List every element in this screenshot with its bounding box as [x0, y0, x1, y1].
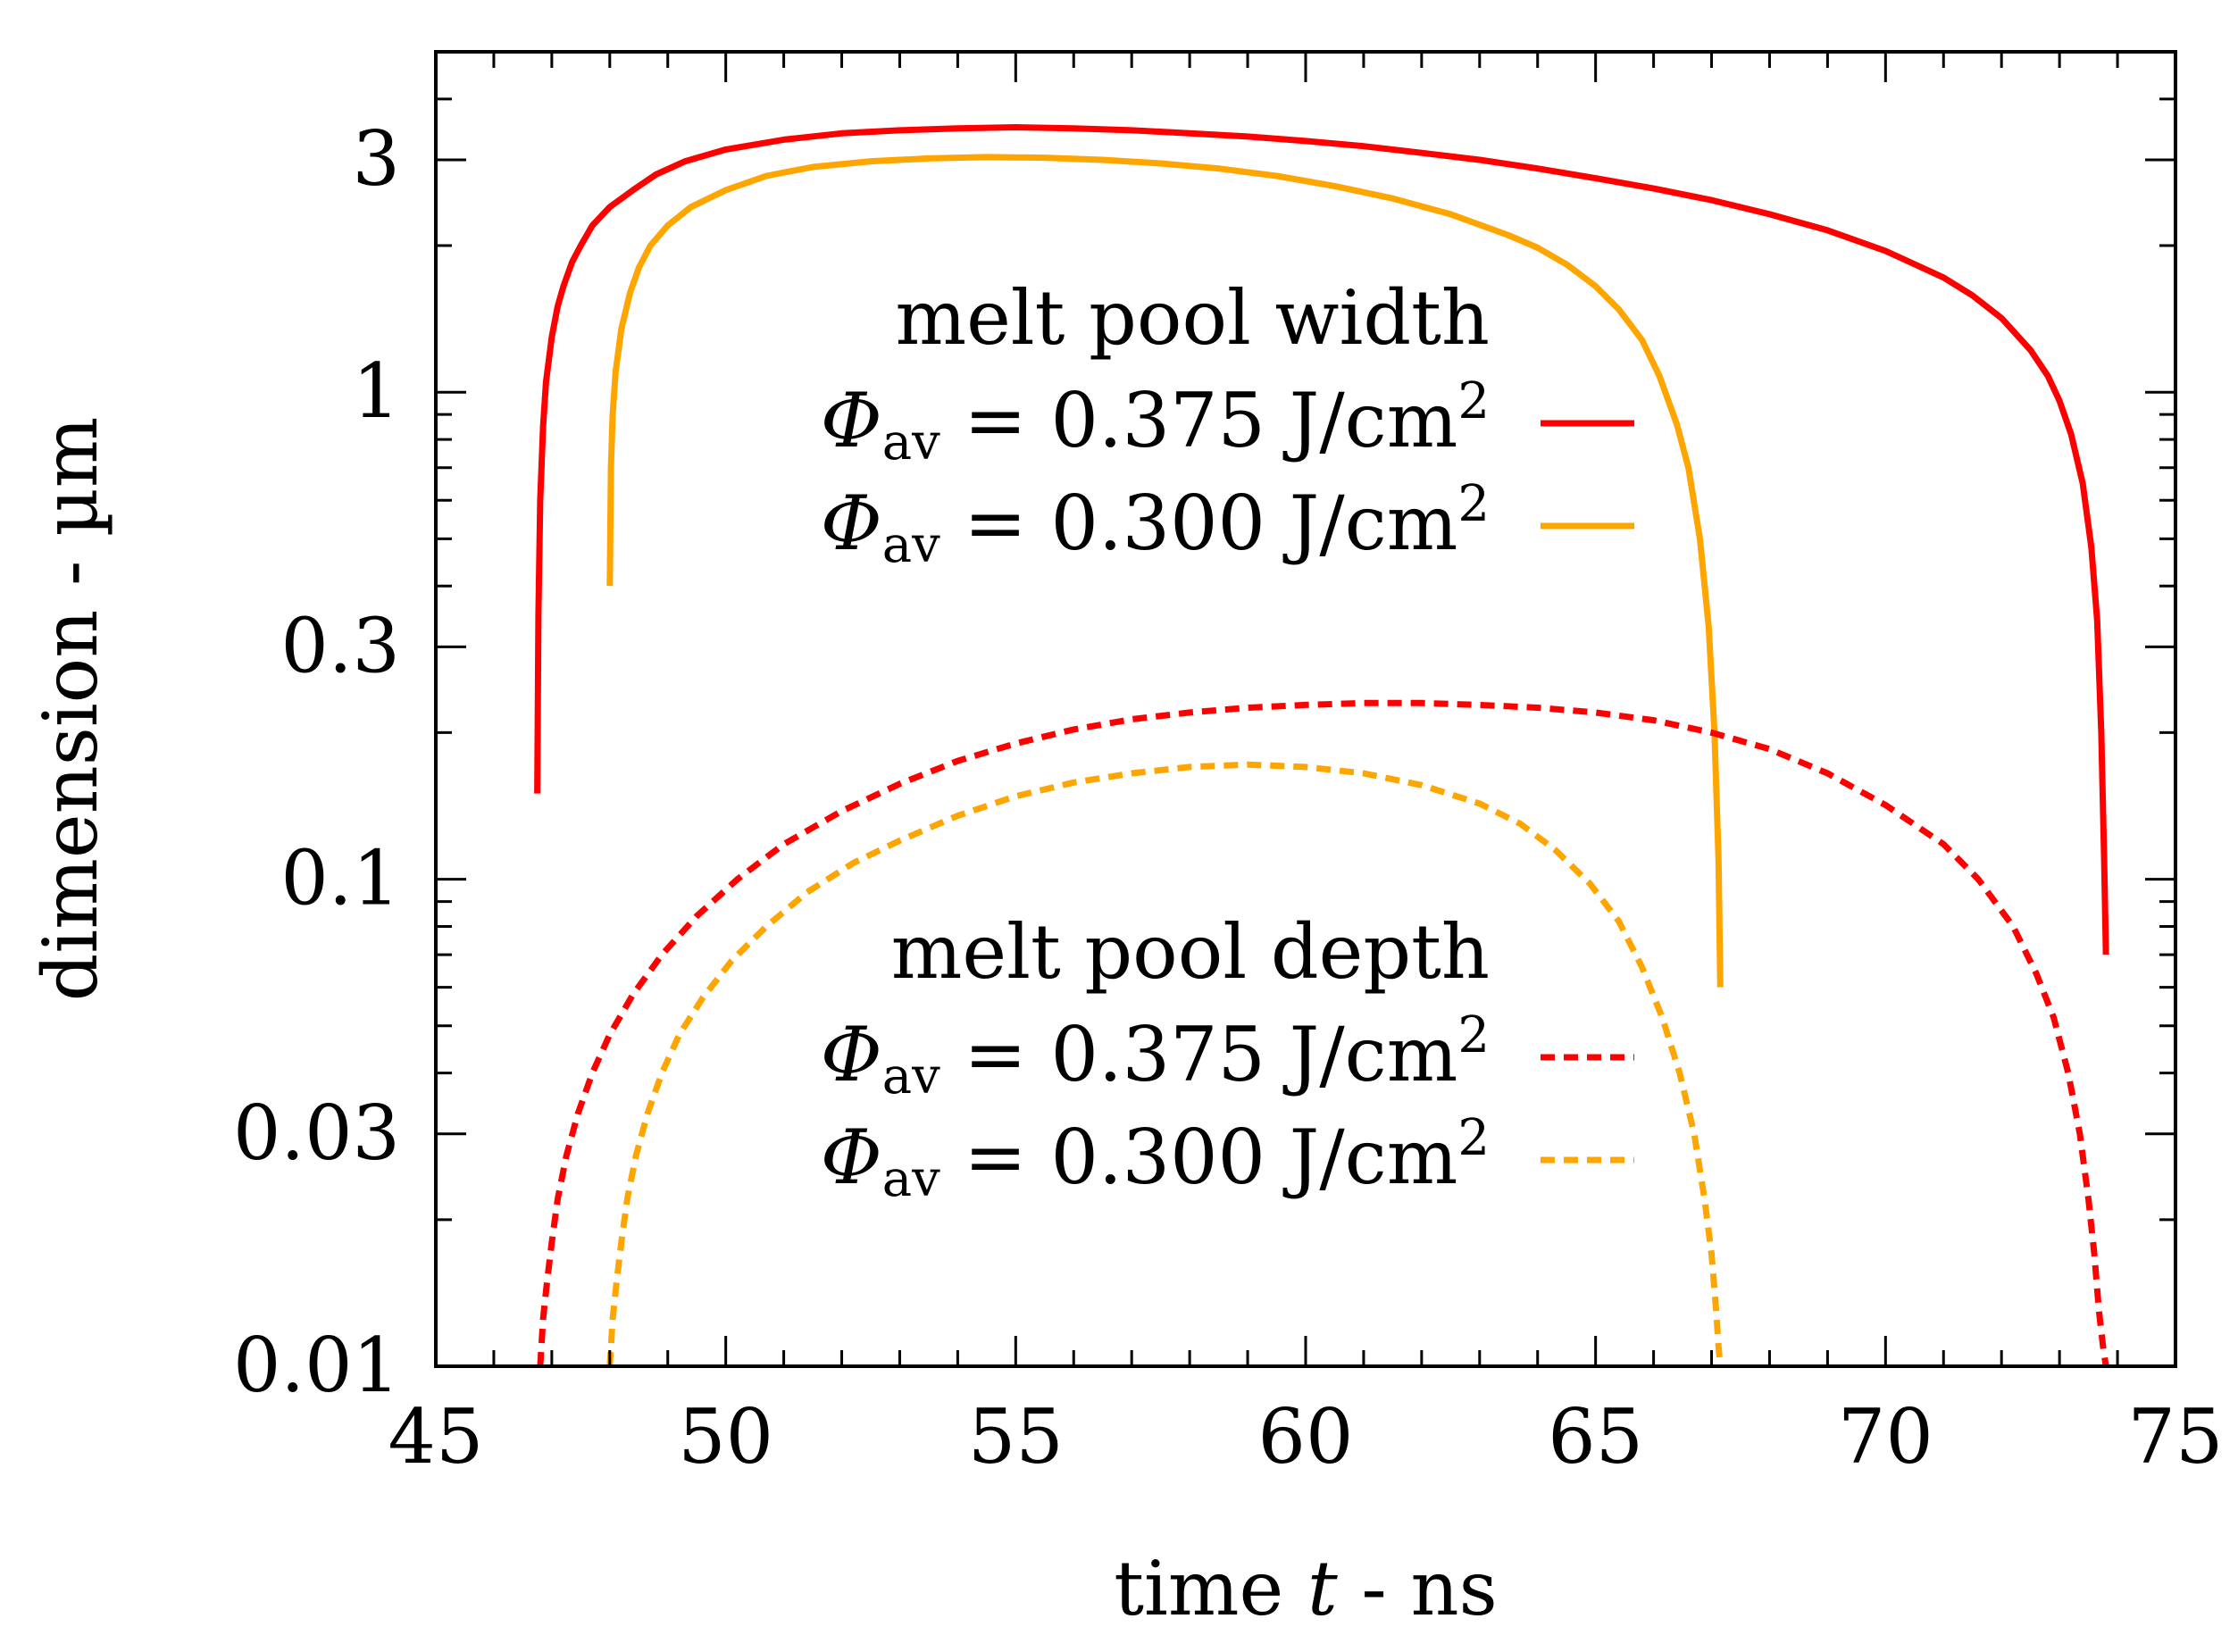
y-tick-label: 3: [353, 115, 400, 203]
y-tick-label: 0.3: [280, 602, 400, 689]
series-line-1: [606, 154, 1724, 988]
legend-entry-label: Φav = 0.375 J/cm2: [821, 372, 1490, 471]
legend-entry-label: Φav = 0.375 J/cm2: [821, 1006, 1490, 1106]
legend-subscript: av: [882, 1047, 940, 1106]
legend-entry-label: Φav = 0.300 J/cm2: [821, 475, 1490, 574]
series-line-3: [606, 761, 1724, 1367]
x-tick-label: 45: [388, 1393, 484, 1481]
y-tick-label: 1: [353, 347, 400, 435]
legend-value: = 0.375 J/cm: [940, 377, 1458, 464]
series-line-2: [537, 699, 2109, 1367]
x-tick-label: 60: [1258, 1393, 1354, 1481]
legend-superscript: 2: [1457, 372, 1490, 430]
x-tick-labels: 45 50 55 60 65 70 75: [388, 1393, 2224, 1481]
x-tick-label: 65: [1548, 1393, 1643, 1481]
legend-value: = 0.300 J/cm: [940, 1114, 1458, 1201]
legend-superscript: 2: [1457, 1006, 1490, 1064]
y-tick-label: 0.01: [233, 1322, 400, 1409]
y-tick-label: 0.1: [280, 835, 400, 922]
x-tick-label: 75: [2128, 1393, 2224, 1481]
legend-entry-label: Φav = 0.300 J/cm2: [821, 1109, 1490, 1208]
x-axis-title-before: time: [1114, 1545, 1307, 1632]
x-axis-title-after: - ns: [1338, 1545, 1498, 1632]
x-axis-title: time t - ns: [1114, 1545, 1497, 1632]
legend-subscript: av: [882, 413, 940, 471]
legend-symbol: Φ: [821, 1011, 882, 1098]
legend-superscript: 2: [1457, 475, 1490, 533]
y-tick-label: 0.03: [233, 1089, 400, 1177]
legend-superscript: 2: [1457, 1109, 1490, 1167]
x-axis-title-var: t: [1307, 1545, 1338, 1632]
legend-symbol: Φ: [821, 480, 882, 567]
y-tick-labels: 0.01 0.03 0.1 0.3 1 3: [233, 115, 400, 1409]
legend-subscript: av: [882, 1150, 940, 1208]
legend-value: = 0.375 J/cm: [940, 1011, 1458, 1098]
series-layer: [534, 124, 2109, 1367]
plot-frame: [434, 50, 2177, 1368]
x-tick-label: 55: [968, 1393, 1064, 1481]
legend-symbol: Φ: [821, 1114, 882, 1201]
legend-subscript: av: [882, 516, 940, 574]
series-line-0: [534, 124, 2109, 955]
legend-group-title: melt pool depth: [891, 908, 1490, 996]
legend-value: = 0.300 J/cm: [940, 480, 1458, 567]
x-tick-label: 50: [678, 1393, 773, 1481]
legend-symbol: Φ: [821, 377, 882, 464]
legend-group-title: melt pool width: [895, 274, 1490, 362]
x-tick-label: 70: [1838, 1393, 1933, 1481]
y-axis-title: dimension - µm: [27, 417, 114, 1002]
